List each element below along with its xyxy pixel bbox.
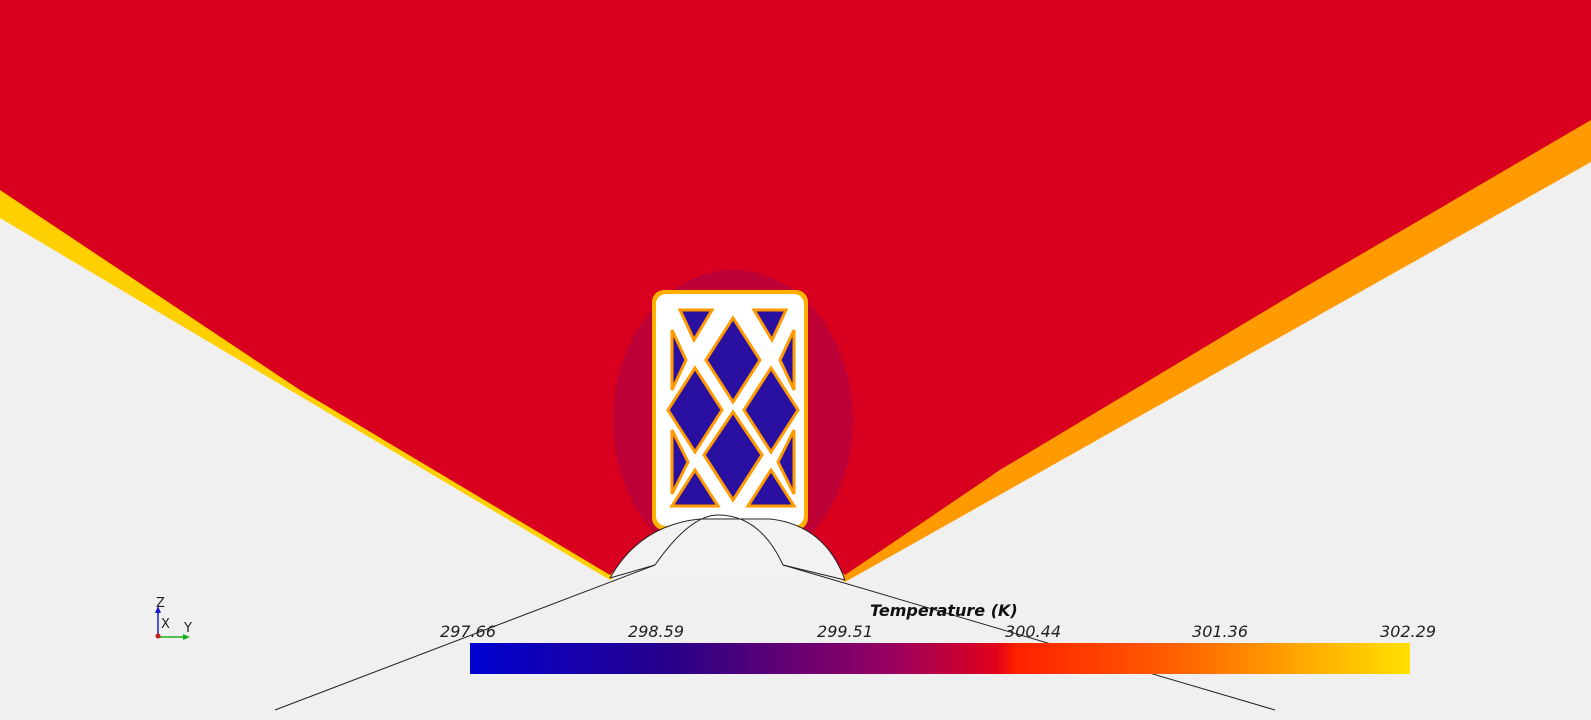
legend-tick-6: 302.29: [1380, 622, 1436, 641]
legend-tick-1: 297.66: [440, 622, 496, 641]
axis-triad: [155, 606, 190, 640]
temperature-field: [0, 0, 1591, 575]
right-tangent-line: [782, 564, 846, 581]
colorbar: [470, 643, 1410, 674]
lattice-structure: [652, 290, 808, 530]
axis-z-label: Z: [156, 596, 165, 611]
legend-tick-5: 301.36: [1192, 622, 1248, 641]
legend-tick-4: 300.44: [1005, 622, 1061, 641]
legend-tick-2: 298.59: [628, 622, 684, 641]
outer-dome-line: [609, 518, 846, 581]
axis-y-label: Y: [184, 621, 192, 636]
legend-tick-3: 299.51: [817, 622, 873, 641]
right-construction-line: [782, 564, 1276, 711]
left-construction-line: [274, 564, 656, 711]
legend-title: Temperature (K): [870, 601, 1018, 620]
axis-x-label: X: [161, 617, 170, 632]
inner-dome-line: [654, 514, 784, 566]
left-tangent-line: [609, 564, 656, 579]
support-dome: [610, 520, 845, 580]
